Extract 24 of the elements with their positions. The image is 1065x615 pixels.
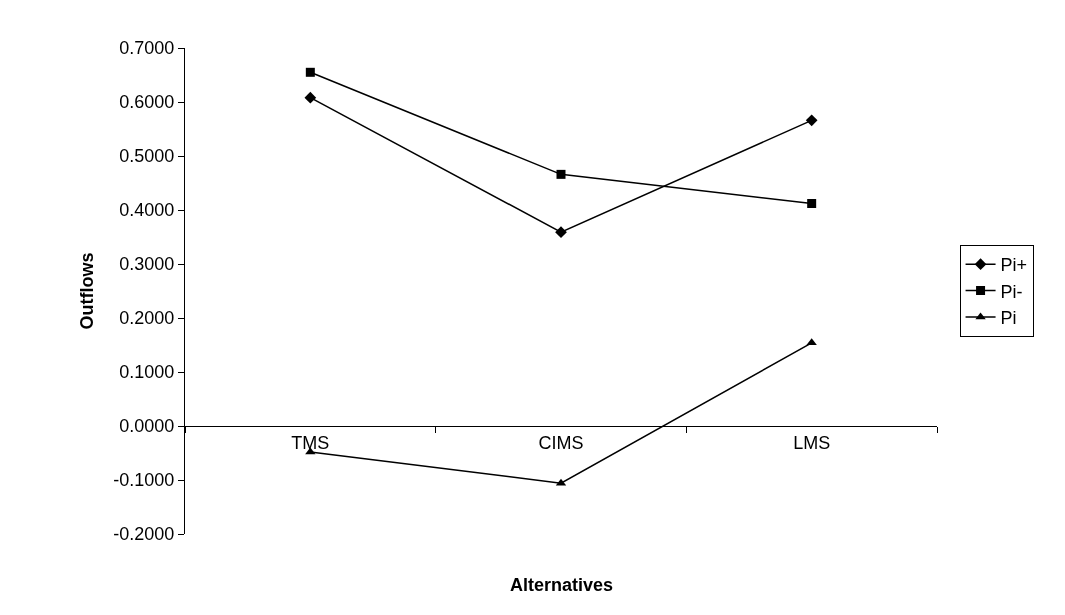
y-tick-label: -0.1000 bbox=[113, 470, 175, 491]
y-tick-label: 0.1000 bbox=[119, 362, 175, 383]
point bbox=[806, 338, 817, 346]
x-tick-label: TMS bbox=[291, 432, 330, 453]
y-tick-label: 0.3000 bbox=[119, 254, 175, 275]
x-tick-label: CIMS bbox=[538, 432, 584, 453]
point bbox=[805, 114, 818, 127]
point bbox=[556, 169, 566, 179]
point bbox=[807, 199, 817, 209]
y-tick-label: 0.0000 bbox=[119, 416, 175, 437]
point bbox=[304, 91, 317, 104]
y-tick-label: 0.5000 bbox=[119, 146, 175, 167]
x-tick-label: LMS bbox=[793, 432, 831, 453]
y-tick-label: 0.2000 bbox=[119, 308, 175, 329]
point bbox=[305, 67, 315, 77]
legend-label: Pi+ bbox=[1000, 255, 1028, 276]
y-tick-label: 0.4000 bbox=[119, 200, 175, 221]
legend-label: Pi bbox=[1000, 308, 1017, 329]
y-tick-label: -0.2000 bbox=[113, 524, 175, 545]
y-tick-label: 0.6000 bbox=[119, 92, 175, 113]
x-axis-title: Alternatives bbox=[510, 575, 614, 595]
y-axis-title: Outflows bbox=[76, 252, 97, 330]
legend-label: Pi- bbox=[1000, 281, 1023, 302]
y-tick-label: 0.7000 bbox=[119, 38, 175, 59]
